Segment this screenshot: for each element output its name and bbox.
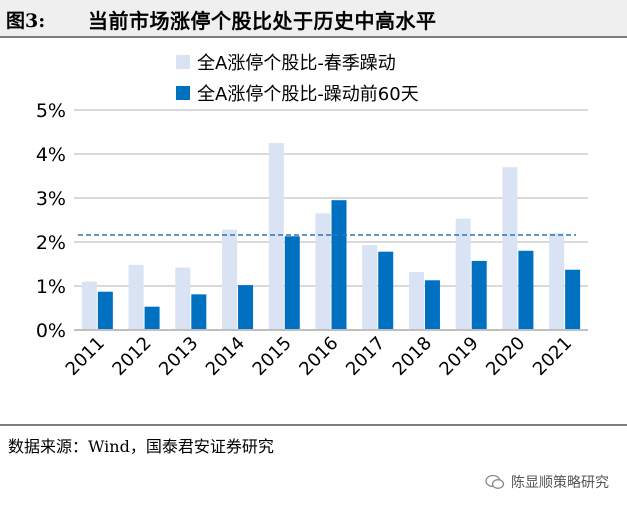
x-tick-label: 2016	[295, 333, 342, 380]
bar-spring	[315, 213, 331, 330]
x-tick-label: 2018	[389, 333, 436, 380]
x-tick-label: 2011	[62, 333, 109, 380]
bar-before-60-days	[471, 260, 487, 330]
legend-swatch	[176, 86, 190, 100]
x-tick-label: 2019	[435, 333, 482, 380]
legend-label: 全A涨停个股比-躁动前60天	[197, 84, 419, 105]
bar-spring	[128, 264, 144, 330]
bar-spring	[455, 218, 471, 330]
x-tick-label: 2012	[108, 333, 155, 380]
bar-before-60-days	[191, 294, 207, 330]
footer-divider	[0, 424, 627, 426]
bar-spring	[268, 143, 284, 330]
bar-before-60-days	[331, 200, 347, 330]
watermark-text: 陈显顺策略研究	[511, 475, 609, 491]
bar-before-60-days	[144, 306, 160, 330]
bar-before-60-days	[518, 250, 534, 330]
y-tick-label: 2%	[36, 232, 66, 254]
x-tick-label: 2014	[202, 333, 249, 380]
watermark: 陈显顺策略研究	[485, 472, 609, 492]
bar-spring	[222, 229, 238, 330]
bar-spring	[362, 245, 378, 330]
bar-spring	[549, 233, 565, 330]
bar-before-60-days	[378, 251, 394, 330]
x-tick-label: 2021	[529, 333, 576, 380]
y-tick-label: 0%	[36, 320, 66, 342]
figure-number: 图3:	[6, 10, 46, 32]
bar-before-60-days	[238, 285, 254, 330]
bar-before-60-days	[284, 236, 300, 330]
x-tick-label: 2015	[249, 333, 296, 380]
x-tick-label: 2017	[342, 333, 389, 380]
bar-before-60-days	[97, 291, 113, 330]
legend-label: 全A涨停个股比-春季躁动	[197, 53, 396, 74]
x-tick-label: 2020	[482, 333, 529, 380]
y-tick-label: 5%	[36, 100, 66, 122]
y-tick-label: 3%	[36, 188, 66, 210]
bar-spring	[175, 267, 191, 330]
wechat-icon	[485, 474, 505, 489]
y-tick-label: 4%	[36, 144, 66, 166]
bar-before-60-days	[565, 269, 581, 330]
bar-before-60-days	[424, 280, 440, 330]
bar-chart: 0% 1% 2% 3% 4% 5% 2011 2012 2013 2014 2015 2016 2017…	[36, 53, 588, 380]
y-tick-label: 1%	[36, 276, 66, 298]
legend-swatch	[176, 55, 190, 69]
figure-header: 图3: 当前市场涨停个股比处于历史中高水平	[0, 0, 627, 38]
x-tick-label: 2013	[155, 333, 202, 380]
bar-spring	[81, 281, 97, 330]
bar-spring	[408, 271, 424, 330]
figure-title: 当前市场涨停个股比处于历史中高水平	[88, 9, 437, 33]
data-source: 数据来源：Wind，国泰君安证券研究	[8, 437, 274, 456]
bar-spring	[502, 167, 518, 330]
